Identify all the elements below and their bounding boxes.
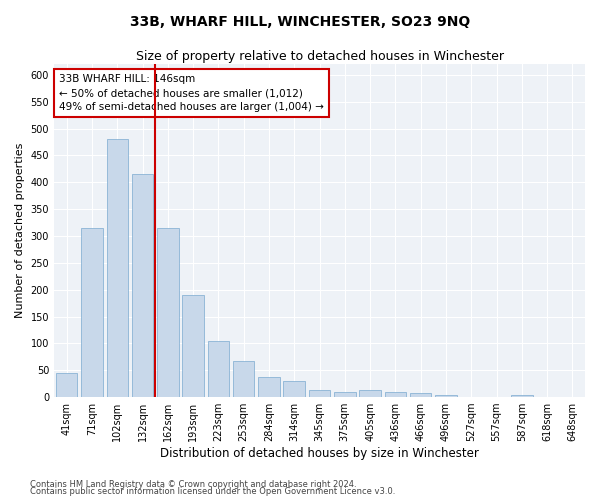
- Bar: [334, 392, 356, 397]
- Bar: [385, 392, 406, 397]
- Bar: [208, 340, 229, 397]
- Bar: [359, 390, 381, 397]
- Bar: [258, 377, 280, 397]
- Text: 33B WHARF HILL: 146sqm
← 50% of detached houses are smaller (1,012)
49% of semi-: 33B WHARF HILL: 146sqm ← 50% of detached…: [59, 74, 324, 112]
- Bar: [460, 396, 482, 397]
- X-axis label: Distribution of detached houses by size in Winchester: Distribution of detached houses by size …: [160, 447, 479, 460]
- Bar: [410, 394, 431, 397]
- Y-axis label: Number of detached properties: Number of detached properties: [15, 143, 25, 318]
- Bar: [56, 373, 77, 397]
- Bar: [233, 361, 254, 397]
- Bar: [511, 396, 533, 397]
- Bar: [182, 295, 204, 397]
- Text: 33B, WHARF HILL, WINCHESTER, SO23 9NQ: 33B, WHARF HILL, WINCHESTER, SO23 9NQ: [130, 15, 470, 29]
- Text: Contains HM Land Registry data © Crown copyright and database right 2024.: Contains HM Land Registry data © Crown c…: [30, 480, 356, 489]
- Bar: [435, 395, 457, 397]
- Bar: [562, 396, 583, 397]
- Text: Contains public sector information licensed under the Open Government Licence v3: Contains public sector information licen…: [30, 487, 395, 496]
- Title: Size of property relative to detached houses in Winchester: Size of property relative to detached ho…: [136, 50, 503, 63]
- Bar: [309, 390, 330, 397]
- Bar: [107, 140, 128, 397]
- Bar: [283, 381, 305, 397]
- Bar: [132, 174, 153, 397]
- Bar: [536, 396, 558, 397]
- Bar: [81, 228, 103, 397]
- Bar: [157, 228, 179, 397]
